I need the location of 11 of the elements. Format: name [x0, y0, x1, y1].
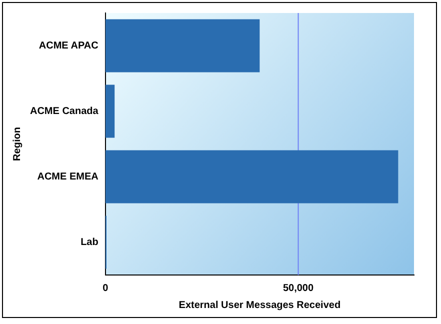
y-axis-title: Region: [12, 127, 23, 161]
y-tick-label: ACME Canada: [30, 106, 99, 117]
x-tick-label: 50,000: [282, 282, 314, 294]
bar: [105, 150, 398, 204]
y-tick-label: ACME APAC: [38, 40, 98, 52]
y-tick-label: Lab: [80, 237, 98, 248]
x-axis-title: External User Messages Received: [178, 300, 341, 311]
bar: [105, 19, 260, 72]
x-tick-label: 0: [102, 282, 109, 294]
y-tick-label: ACME EMEA: [37, 172, 98, 182]
bar: [105, 84, 115, 138]
